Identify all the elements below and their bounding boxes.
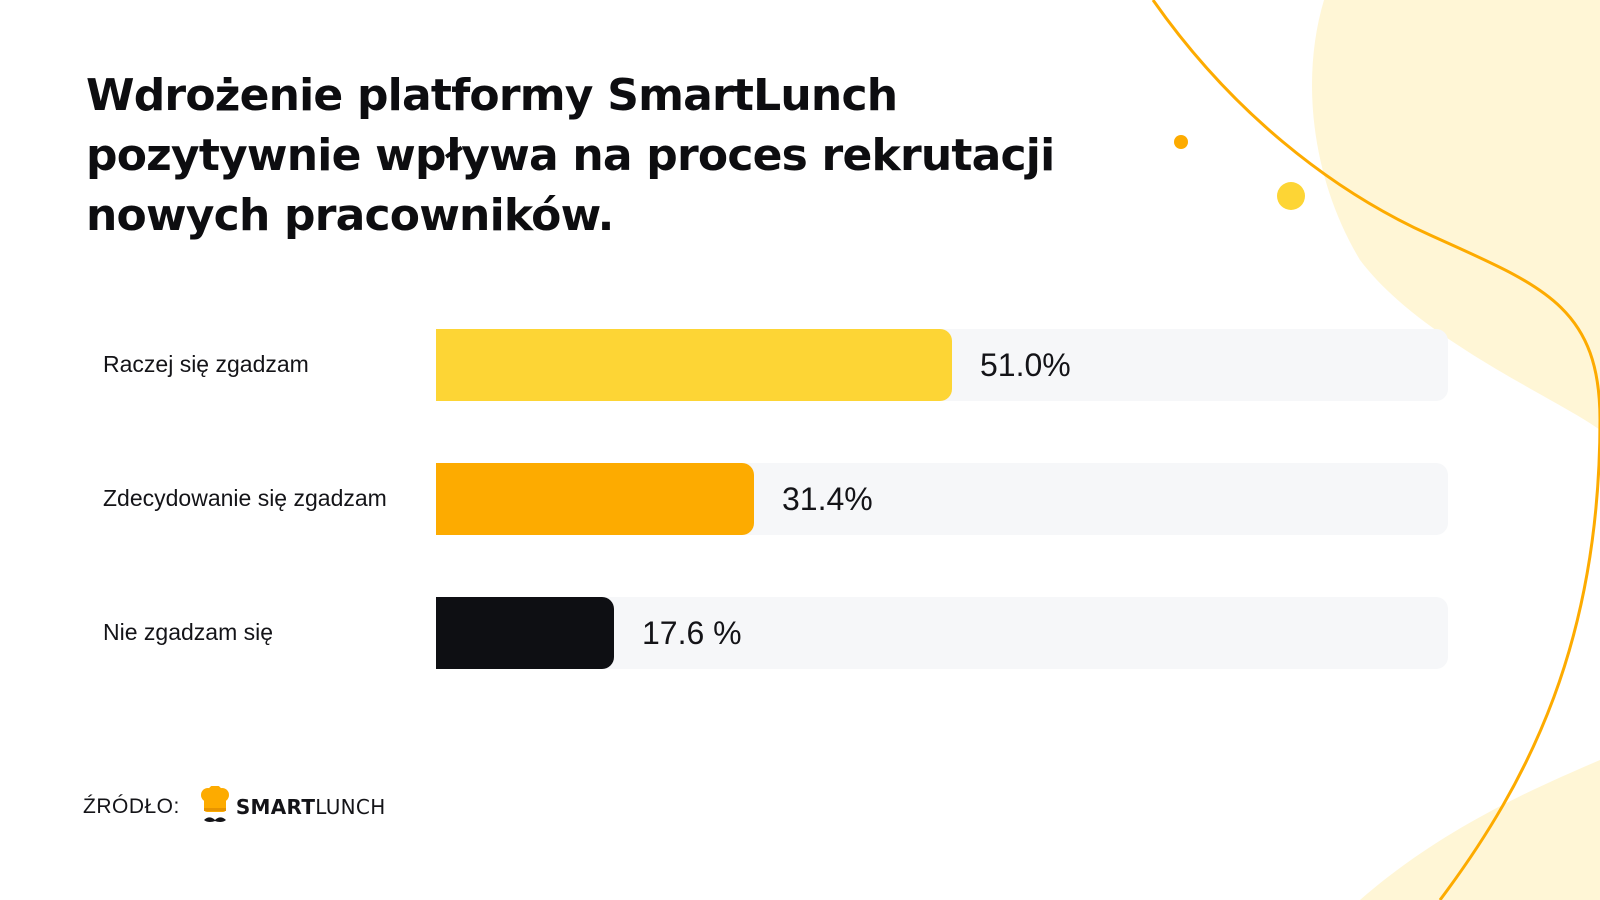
source-label: ŹRÓDŁO: (83, 795, 180, 818)
logo-wordmark: SMARTLUNCH (235, 795, 386, 819)
chart-title: Wdrożenie platformy SmartLunch pozytywni… (86, 70, 1055, 241)
chef-hat-mustache-icon (200, 786, 229, 822)
category-label: Nie zgadzam się (103, 619, 274, 645)
value-label: 51.0% (980, 347, 1071, 383)
bar (436, 463, 754, 535)
value-label: 31.4% (782, 481, 873, 517)
bar (436, 597, 614, 669)
value-label: 17.6 % (642, 615, 742, 651)
smartlunch-logo: SMARTLUNCH (200, 786, 386, 828)
category-label: Zdecydowanie się zgadzam (103, 485, 387, 511)
bar (436, 329, 952, 401)
category-label: Raczej się zgadzam (103, 351, 309, 377)
source-attribution: ŹRÓDŁO: SMARTLUNCH (83, 786, 386, 828)
